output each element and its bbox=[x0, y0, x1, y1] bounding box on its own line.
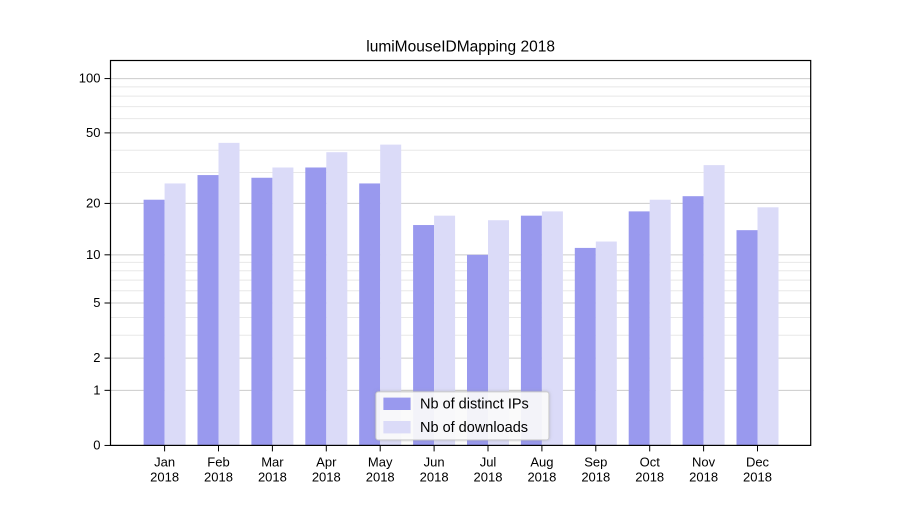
svg-text:1: 1 bbox=[93, 382, 100, 397]
svg-text:2018: 2018 bbox=[474, 469, 503, 484]
svg-text:May: May bbox=[368, 454, 393, 469]
svg-text:20: 20 bbox=[86, 195, 100, 210]
svg-text:Nov: Nov bbox=[692, 454, 716, 469]
svg-text:Apr: Apr bbox=[316, 454, 337, 469]
svg-text:Oct: Oct bbox=[640, 454, 661, 469]
svg-text:2018: 2018 bbox=[635, 469, 664, 484]
svg-text:2018: 2018 bbox=[150, 469, 179, 484]
svg-text:2018: 2018 bbox=[312, 469, 341, 484]
svg-text:Jan: Jan bbox=[154, 454, 175, 469]
svg-text:2018: 2018 bbox=[743, 469, 772, 484]
svg-text:Jun: Jun bbox=[424, 454, 445, 469]
svg-text:Aug: Aug bbox=[530, 454, 553, 469]
svg-text:Nb of distinct IPs: Nb of distinct IPs bbox=[420, 397, 529, 413]
svg-text:Sep: Sep bbox=[584, 454, 607, 469]
svg-text:50: 50 bbox=[86, 125, 100, 140]
svg-text:2018: 2018 bbox=[420, 469, 449, 484]
svg-text:2018: 2018 bbox=[689, 469, 718, 484]
svg-text:2018: 2018 bbox=[204, 469, 233, 484]
svg-text:2018: 2018 bbox=[258, 469, 287, 484]
svg-text:Feb: Feb bbox=[207, 454, 229, 469]
svg-text:100: 100 bbox=[79, 71, 101, 86]
svg-text:0: 0 bbox=[93, 437, 100, 452]
svg-text:Jul: Jul bbox=[480, 454, 497, 469]
svg-text:Mar: Mar bbox=[261, 454, 284, 469]
svg-text:lumiMouseIDMapping 2018: lumiMouseIDMapping 2018 bbox=[366, 39, 555, 56]
svg-text:Dec: Dec bbox=[746, 454, 770, 469]
svg-text:10: 10 bbox=[86, 247, 100, 262]
svg-text:2018: 2018 bbox=[581, 469, 610, 484]
svg-text:2018: 2018 bbox=[366, 469, 395, 484]
svg-text:5: 5 bbox=[93, 295, 100, 310]
svg-text:Nb of downloads: Nb of downloads bbox=[420, 420, 528, 436]
svg-text:2: 2 bbox=[93, 350, 100, 365]
svg-text:2018: 2018 bbox=[527, 469, 556, 484]
